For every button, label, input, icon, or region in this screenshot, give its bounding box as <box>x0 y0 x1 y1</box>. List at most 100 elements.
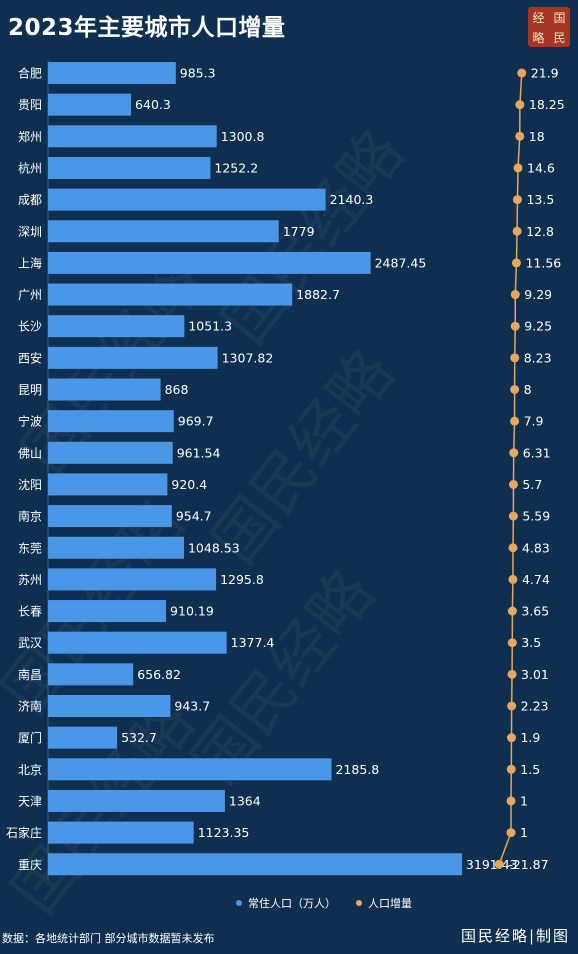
increase-value-label: 9.25 <box>524 319 552 334</box>
category-label: 深圳 <box>18 225 42 239</box>
population-value-label: 1123.35 <box>198 825 250 840</box>
category-label: 济南 <box>18 699 42 714</box>
population-value-label: 1307.82 <box>222 350 274 365</box>
bars-group: 合肥 985.3 贵阳 640.3 郑州 1300.8 杭州 1252.2 成都 2140.3 深圳… <box>6 62 518 876</box>
increase-point <box>508 574 518 584</box>
population-bar <box>48 505 172 528</box>
population-value-label: 943.7 <box>174 699 210 714</box>
population-bar <box>48 283 293 306</box>
category-label: 长沙 <box>18 320 42 334</box>
increase-value-label: 3.01 <box>521 667 549 682</box>
category-label: 佛山 <box>18 446 42 460</box>
increase-point <box>510 385 520 394</box>
population-bar <box>48 346 218 369</box>
population-bar <box>48 568 217 591</box>
data-source-note: 数据：各地统计部门 部分城市数据暂未发布 <box>2 932 215 945</box>
legend-item-increase: 人口增量 <box>356 895 412 911</box>
population-value-label: 2185.8 <box>335 762 379 777</box>
population-bar <box>48 600 167 623</box>
increase-point <box>517 68 527 78</box>
logo-char: 略 <box>532 30 545 45</box>
category-label: 天津 <box>18 794 42 808</box>
population-bar <box>48 536 184 559</box>
logo-char: 国 <box>553 10 566 25</box>
category-label: 贵阳 <box>18 98 42 112</box>
increase-value-label: 11.56 <box>525 255 561 270</box>
category-label: 武汉 <box>18 636 42 650</box>
increase-point <box>509 448 519 458</box>
population-value-label: 910.19 <box>170 604 214 619</box>
increase-point <box>507 638 517 648</box>
increase-value-label: 5.59 <box>522 509 550 524</box>
category-label: 成都 <box>18 193 42 207</box>
population-value-label: 1882.7 <box>296 287 340 302</box>
increase-point <box>508 479 518 489</box>
increase-value-label: 2.23 <box>521 699 549 714</box>
increase-value-label: 4.83 <box>522 540 550 555</box>
population-bar <box>48 473 168 496</box>
increase-point <box>515 131 525 141</box>
increase-value-label: 18.25 <box>529 97 565 112</box>
population-value-label: 868 <box>165 382 189 397</box>
increase-point <box>515 100 525 110</box>
population-value-label: 640.3 <box>135 97 171 112</box>
chart-legend: 常住人口（万人） 人口增量 <box>236 895 412 911</box>
population-value-label: 1364 <box>229 793 261 808</box>
increase-point <box>510 353 520 363</box>
increase-point <box>512 226 522 236</box>
increase-value-label: 21.9 <box>531 66 559 81</box>
increase-value-label: 12.8 <box>526 224 554 239</box>
population-bar <box>48 62 176 84</box>
category-label: 重庆 <box>18 858 42 872</box>
population-value-label: 2140.3 <box>330 192 374 207</box>
category-label: 石家庄 <box>6 825 42 840</box>
legend-item-resident: 常住人口（万人） <box>236 895 336 911</box>
legend-label-resident: 常住人口（万人） <box>248 897 336 910</box>
population-value-label: 969.7 <box>178 414 214 429</box>
increase-point <box>510 416 520 426</box>
increase-value-label: -21.87 <box>508 857 548 872</box>
increase-value-label: 8 <box>524 382 532 397</box>
population-value-label: 954.7 <box>176 509 212 524</box>
legend-label-increase: 人口增量 <box>368 897 412 910</box>
increase-point <box>507 606 517 616</box>
category-label: 南京 <box>18 509 42 524</box>
population-bar <box>48 188 326 211</box>
category-label: 广州 <box>18 288 42 302</box>
population-value-label: 1048.53 <box>188 540 240 555</box>
increase-point <box>494 859 504 869</box>
increase-value-label: 14.6 <box>527 160 555 175</box>
category-label: 沈阳 <box>18 477 42 492</box>
population-value-label: 961.54 <box>177 445 221 460</box>
increase-point <box>508 511 518 521</box>
population-bar <box>48 758 332 781</box>
increase-value-label: 3.5 <box>521 635 541 650</box>
chart-title: 2023年主要城市人口增量 <box>8 15 286 41</box>
population-bar <box>48 251 371 274</box>
increase-value-label: 13.5 <box>526 192 554 207</box>
population-bar <box>48 315 185 338</box>
brand-seal-logo: 经 国 略 民 <box>528 7 570 47</box>
population-bar <box>48 726 118 749</box>
increase-point <box>506 828 516 838</box>
population-value-label: 1051.3 <box>188 319 232 334</box>
population-bar <box>48 821 194 844</box>
category-label: 东莞 <box>18 541 42 555</box>
population-bar <box>48 663 134 686</box>
population-bar <box>48 156 211 179</box>
population-value-label: 2487.45 <box>375 255 427 270</box>
population-value-label: 532.7 <box>121 730 157 745</box>
chart-credit: 国民经略|制图 <box>460 927 570 945</box>
category-label: 昆明 <box>18 383 42 397</box>
increase-point <box>511 258 521 268</box>
population-bar <box>48 410 174 433</box>
category-label: 长春 <box>18 605 42 619</box>
category-label: 宁波 <box>18 414 42 429</box>
increase-value-label: 1 <box>520 825 528 840</box>
increase-value-label: 5.7 <box>522 477 542 492</box>
logo-char: 民 <box>553 30 566 45</box>
population-value-label: 1252.2 <box>214 160 258 175</box>
category-label: 西安 <box>18 350 42 365</box>
increase-point <box>508 543 518 553</box>
